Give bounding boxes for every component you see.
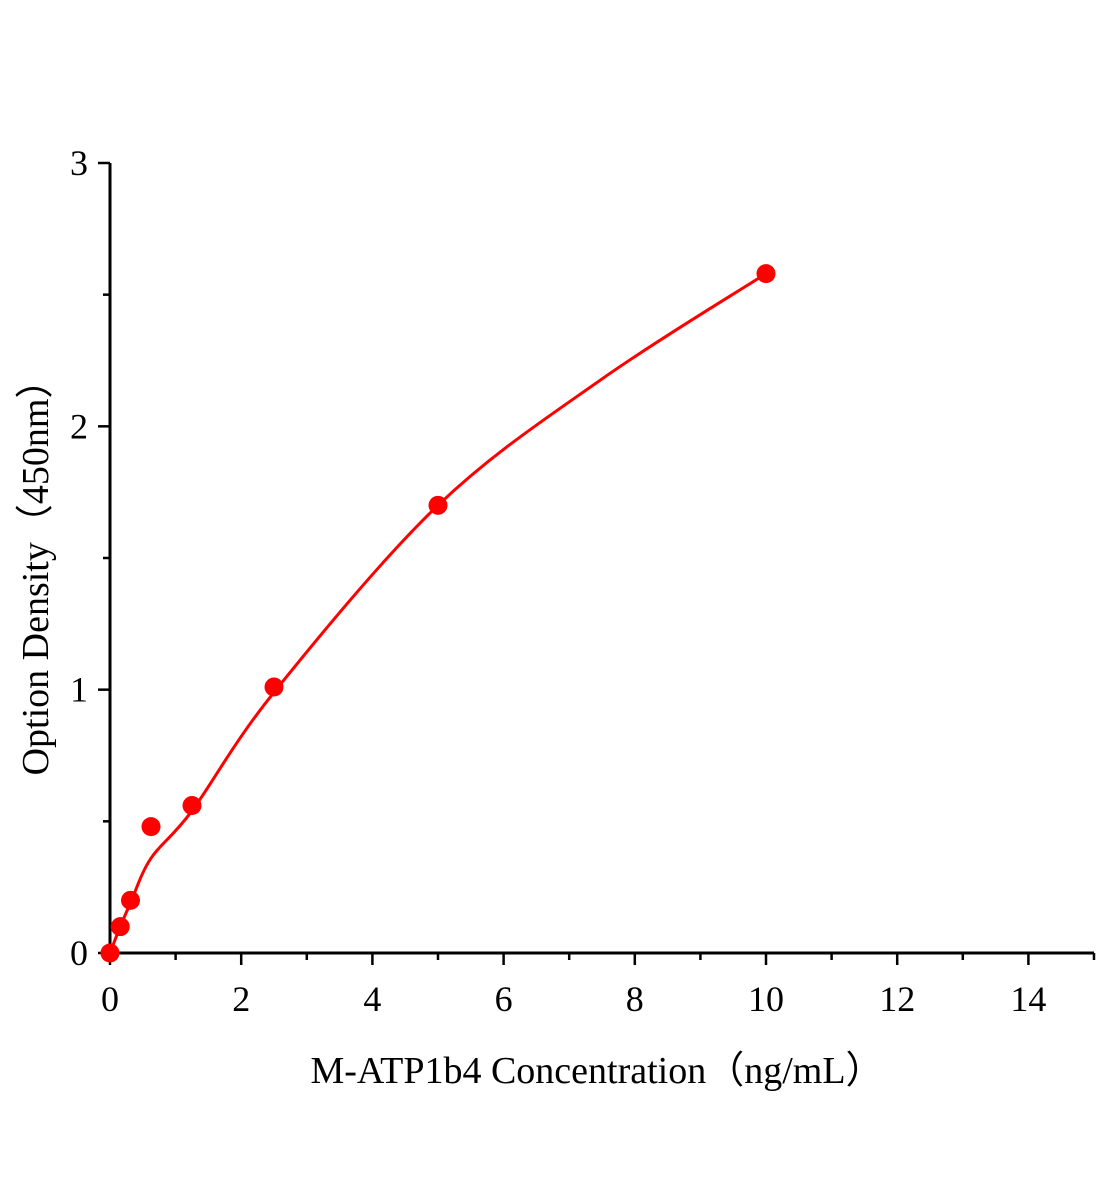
y-axis-label: Option Density（450nm） [15, 361, 57, 776]
data-point [182, 796, 202, 816]
data-point [100, 943, 120, 963]
data-point [756, 264, 776, 284]
data-points [100, 264, 776, 963]
fit-curve [108, 272, 767, 954]
x-tick-label: 6 [495, 979, 513, 1019]
x-tick-label: 4 [363, 979, 381, 1019]
x-tick-label: 0 [101, 979, 119, 1019]
x-tick-label: 8 [626, 979, 644, 1019]
y-tick-label: 3 [70, 143, 88, 183]
y-tick-label: 0 [70, 933, 88, 973]
data-point [110, 917, 130, 937]
x-axis-label: M-ATP1b4 Concentration（ng/mL） [310, 1050, 883, 1092]
y-tick-label: 1 [70, 670, 88, 710]
x-tick-label: 10 [748, 979, 784, 1019]
x-tick-label: 12 [879, 979, 915, 1019]
data-point [428, 495, 448, 515]
y-tick-label: 2 [70, 406, 88, 446]
data-point [264, 677, 284, 697]
data-point [141, 817, 161, 837]
x-tick-label: 2 [232, 979, 250, 1019]
x-tick-label: 14 [1010, 979, 1046, 1019]
data-point [121, 890, 140, 910]
axes [108, 163, 1094, 955]
